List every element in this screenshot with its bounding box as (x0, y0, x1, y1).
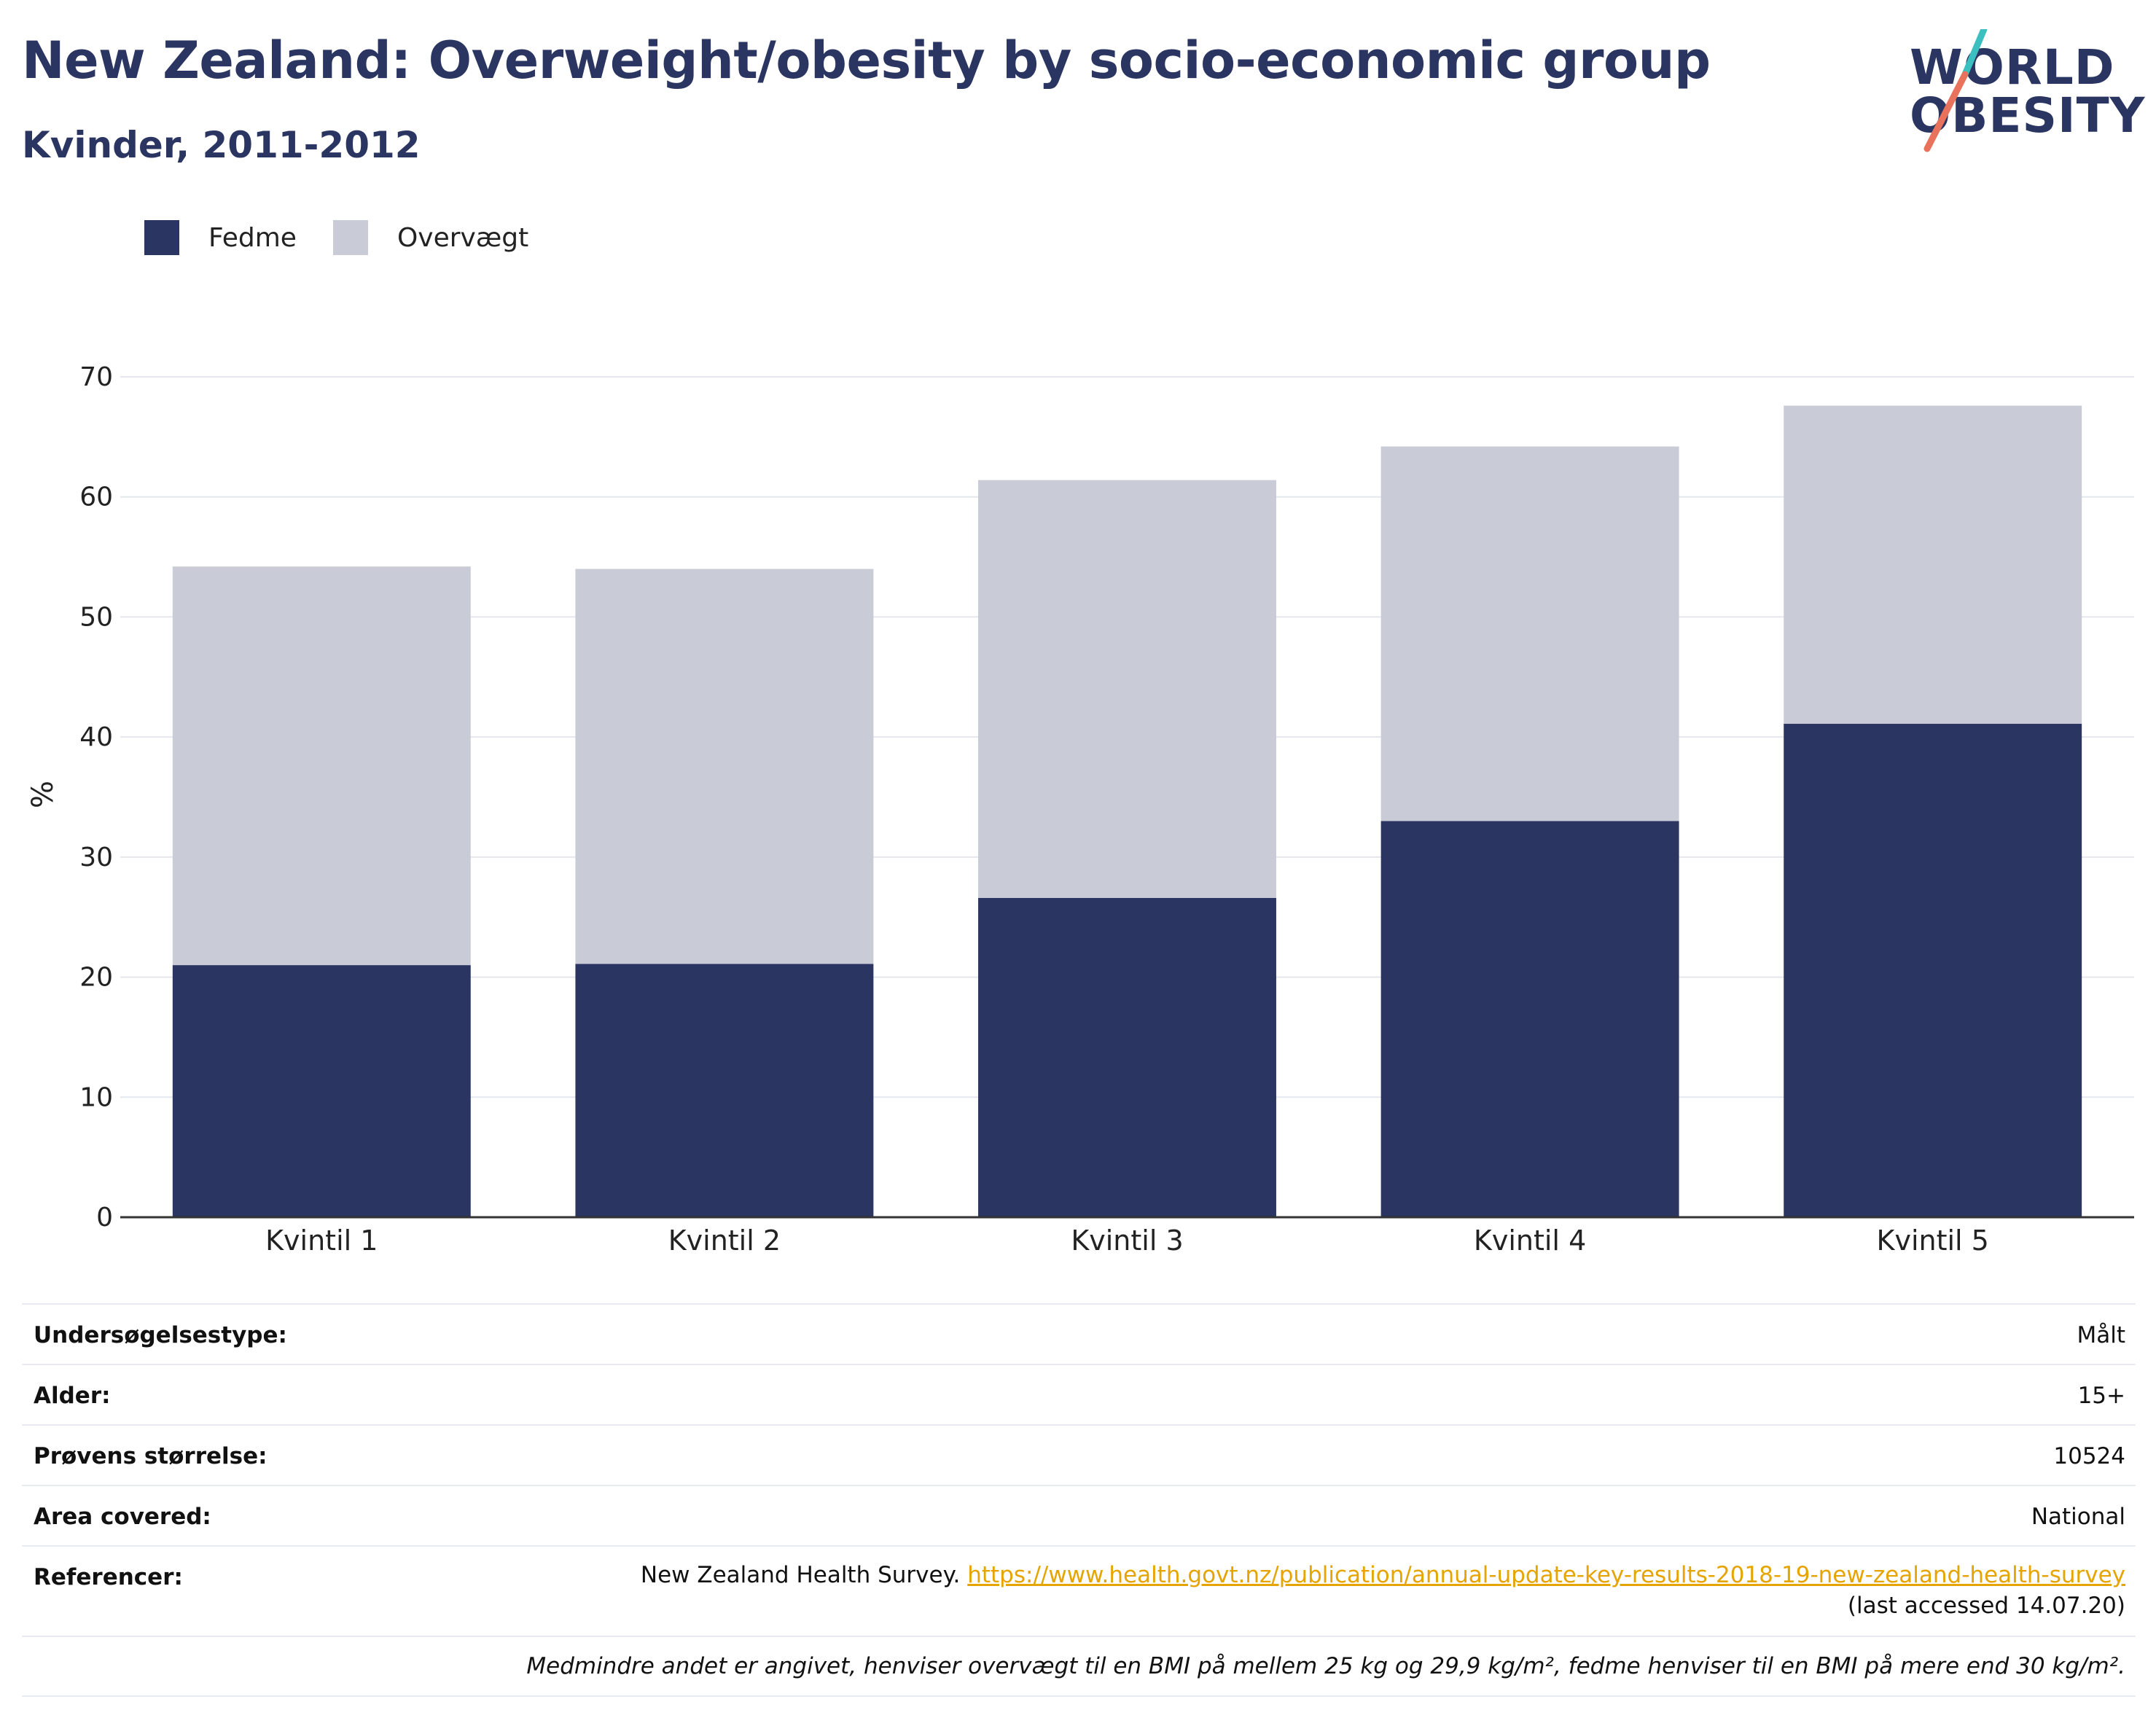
y-tick-label: 60 (79, 483, 113, 512)
bar-overvaegt (1784, 405, 2082, 725)
info-key: Prøvens størrelse: (34, 1443, 267, 1469)
y-tick-label: 50 (79, 602, 113, 632)
bar-fedme (172, 965, 471, 1217)
info-value: 15+ (2077, 1383, 2125, 1409)
legend-label-fedme: Fedme (208, 222, 297, 253)
y-axis-label: % (26, 781, 60, 808)
info-row-age: Alder: 15+ (22, 1364, 2136, 1424)
logo-word-world: WORLD (1910, 39, 2115, 95)
info-value: Målt (2077, 1322, 2125, 1348)
reference-accessed: (last accessed 14.07.20) (1847, 1593, 2125, 1619)
x-tick-label: Kvintil 1 (265, 1225, 378, 1257)
bar-fedme (978, 897, 1276, 1217)
page-subtitle: Kvinder, 2011-2012 (22, 124, 421, 166)
y-tick-label: 20 (79, 963, 113, 993)
legend-item-overvaegt: Overvægt (332, 220, 529, 255)
info-table: Undersøgelsestype: Målt Alder: 15+ Prøve… (22, 1303, 2136, 1697)
bar-overvaegt (978, 480, 1276, 898)
y-tick-label: 30 (79, 843, 113, 872)
bar-overvaegt (575, 569, 874, 964)
info-row-references: Referencer: New Zealand Health Survey. h… (22, 1545, 2136, 1636)
info-row-survey-type: Undersøgelsestype: Målt (22, 1303, 2136, 1364)
bar-overvaegt (1380, 446, 1679, 821)
info-value: 10524 (2053, 1443, 2125, 1469)
x-tick-label: Kvintil 3 (1071, 1225, 1183, 1257)
info-value: New Zealand Health Survey. https://www.h… (641, 1560, 2125, 1621)
bar-fedme (1380, 821, 1679, 1217)
info-value: National (2031, 1504, 2125, 1530)
legend-item-fedme: Fedme (144, 220, 297, 255)
chart-legend: Fedme Overvægt (144, 216, 565, 259)
x-tick-label: Kvintil 2 (668, 1225, 781, 1257)
legend-swatch-fedme (144, 220, 179, 255)
reference-link[interactable]: https://www.health.govt.nz/publication/a… (967, 1562, 2125, 1588)
x-tick-label: Kvintil 4 (1474, 1225, 1586, 1257)
legend-swatch-overvaegt (332, 220, 368, 255)
page-title: New Zealand: Overweight/obesity by socio… (22, 31, 1711, 90)
bar-overvaegt (172, 566, 471, 966)
info-key: Referencer: (34, 1564, 183, 1590)
footnote-row: Medmindre andet er angivet, henviser ove… (22, 1636, 2136, 1697)
bar-fedme (1784, 724, 2082, 1217)
footnote-text: Medmindre andet er angivet, henviser ove… (526, 1653, 2125, 1679)
logo-slash-icon (1923, 29, 1988, 152)
y-tick-label: 70 (79, 362, 113, 392)
stacked-bar-chart: 0 10 20 30 40 50 60 70% Kvintil 1 Kvintil 2 Kvinti… (26, 362, 2134, 1257)
y-tick-label: 10 (79, 1082, 113, 1112)
bar-fedme (575, 964, 874, 1217)
info-key: Undersøgelsestype: (34, 1322, 287, 1348)
info-key: Area covered: (34, 1504, 211, 1530)
legend-label-overvaegt: Overvægt (397, 222, 529, 253)
y-tick-label: 0 (96, 1203, 113, 1233)
reference-source: New Zealand Health Survey. (640, 1562, 961, 1588)
info-row-sample-size: Prøvens størrelse: 10524 (22, 1424, 2136, 1485)
info-key: Alder: (34, 1383, 111, 1409)
y-tick-label: 40 (79, 722, 113, 752)
info-row-area: Area covered: National (22, 1485, 2136, 1545)
world-obesity-logo: WORLD OBESITY (1895, 29, 2144, 160)
x-tick-label: Kvintil 5 (1877, 1225, 1989, 1257)
